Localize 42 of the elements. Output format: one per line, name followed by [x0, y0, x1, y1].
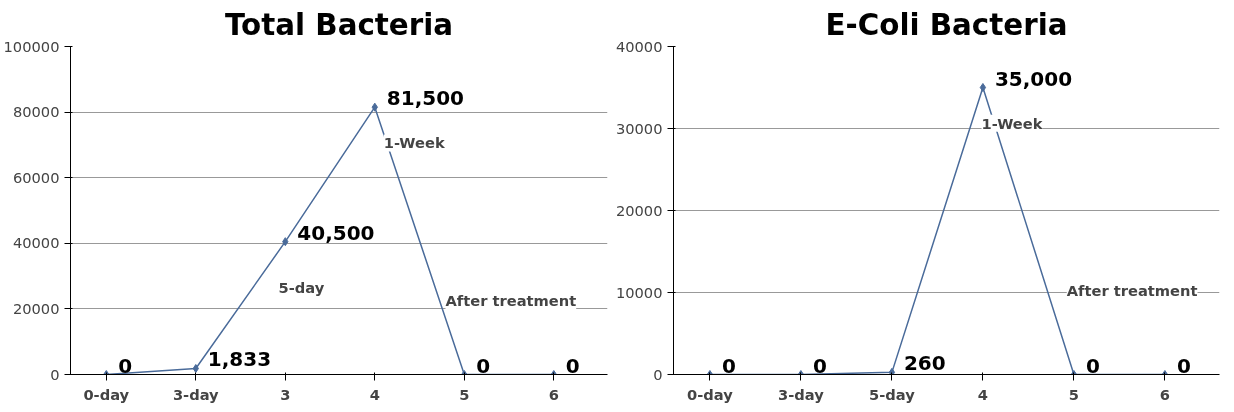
x-tick-label: 4	[369, 385, 380, 403]
data-label: 0	[476, 353, 491, 378]
y-tick-label: 40000	[615, 37, 663, 55]
data-label: 1,833	[207, 347, 272, 372]
data-label: 0	[812, 353, 827, 378]
x-tick-label: 0-day	[83, 385, 130, 403]
y-tick-label: 0	[653, 365, 663, 383]
y-tick-label: 20000	[12, 299, 60, 317]
x-tick-label: 6	[1159, 385, 1170, 403]
data-label: 0	[1085, 353, 1100, 378]
data-label: 260	[903, 351, 946, 376]
annotation: 5-day	[278, 278, 325, 296]
x-tick-label: 3-day	[172, 385, 220, 403]
annotation: After treatment	[1066, 282, 1198, 300]
data-label: 0	[1176, 353, 1191, 378]
annotation: 1-Week	[981, 114, 1044, 132]
data-label: 35,000	[994, 66, 1073, 91]
data-label: 81,500	[386, 86, 464, 111]
y-tick-label: 40000	[12, 234, 60, 252]
x-tick-label: 5-day	[869, 385, 916, 403]
data-label: 40,500	[297, 220, 375, 245]
y-tick-label: 30000	[615, 119, 663, 137]
y-tick-label: 80000	[12, 103, 60, 121]
chart-title: E-Coli Bacteria	[825, 7, 1068, 42]
x-tick-label: 3-day	[778, 385, 825, 403]
y-tick-label: 20000	[615, 201, 663, 219]
annotation: After treatment	[445, 291, 577, 309]
y-tick-label: 100000	[3, 37, 60, 55]
chart-title: Total Bacteria	[224, 7, 454, 42]
x-tick-label: 0-day	[687, 385, 734, 403]
x-tick-label: 5	[1068, 385, 1079, 403]
y-tick-label: 0	[50, 365, 60, 383]
x-tick-label: 6	[548, 385, 559, 403]
x-tick-label: 4	[977, 385, 988, 403]
y-tick-label: 10000	[615, 283, 663, 301]
x-tick-label: 3	[280, 385, 291, 403]
data-label: 0	[118, 353, 133, 378]
annotation: 1-Week	[383, 134, 446, 152]
data-label: 0	[565, 353, 580, 378]
y-tick-label: 60000	[12, 168, 60, 186]
x-tick-label: 5	[459, 385, 470, 403]
data-label: 0	[721, 353, 736, 378]
